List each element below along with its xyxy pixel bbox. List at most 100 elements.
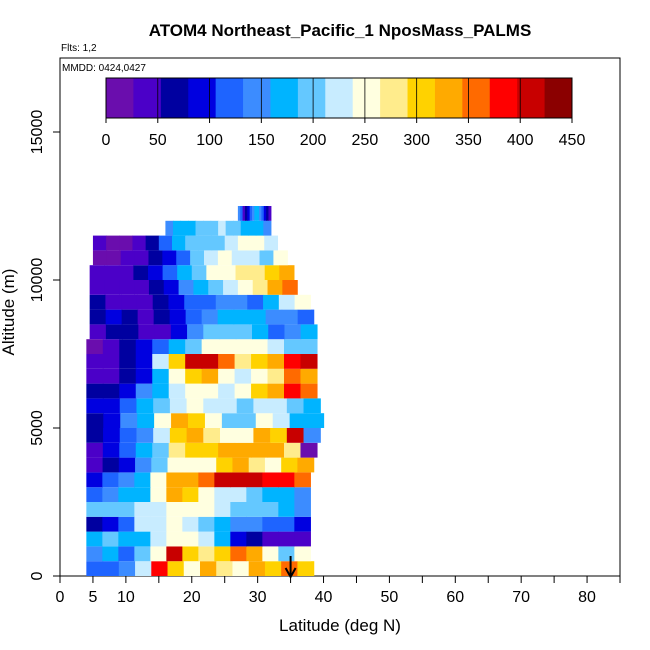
- heat-cell: [165, 220, 174, 236]
- heat-cell: [259, 206, 263, 221]
- heat-cell: [249, 309, 267, 325]
- heat-cell: [294, 472, 311, 488]
- heat-cell: [284, 339, 302, 354]
- heat-cell: [121, 294, 138, 310]
- heat-cell: [86, 354, 104, 369]
- heat-cell: [119, 235, 134, 251]
- heat-cell: [234, 339, 252, 354]
- heat-cell: [168, 339, 186, 354]
- heat-cell: [210, 220, 219, 236]
- heat-cell: [119, 368, 137, 384]
- heat-cell: [86, 531, 103, 547]
- heat-cell: [234, 383, 252, 399]
- heat-cell: [284, 383, 302, 399]
- heat-cell: [251, 339, 269, 354]
- heat-cell: [86, 442, 104, 458]
- heat-cell: [178, 280, 195, 295]
- heat-cell: [134, 280, 150, 295]
- heat-cell: [119, 383, 137, 399]
- heat-cell: [245, 250, 261, 266]
- heat-cell: [216, 561, 234, 576]
- heat-cell: [289, 413, 308, 428]
- heat-cell: [133, 265, 149, 280]
- heat-cell: [168, 383, 186, 399]
- heat-cell: [249, 206, 253, 221]
- heat-cell: [102, 531, 119, 547]
- heat-cell: [262, 502, 279, 517]
- heatmap-layers: [86, 206, 325, 576]
- heat-cell: [282, 280, 298, 295]
- heat-cell: [267, 280, 283, 295]
- heat-cell: [246, 546, 263, 562]
- heat-cell: [270, 398, 288, 414]
- heat-cell: [148, 265, 164, 280]
- heat-cell: [203, 324, 221, 340]
- y-tick-label: 15000: [29, 110, 46, 155]
- heat-cell: [231, 294, 248, 310]
- heat-cell: [224, 235, 239, 251]
- heat-cell: [300, 368, 318, 384]
- heat-cell: [185, 309, 203, 325]
- heat-cell: [168, 294, 185, 310]
- heat-cell: [167, 457, 185, 473]
- heat-cell: [183, 561, 201, 576]
- colorbar-segment: [160, 78, 189, 118]
- heat-cell: [106, 235, 120, 251]
- heat-cell: [89, 280, 106, 295]
- heat-cell: [300, 383, 318, 399]
- heat-cell: [89, 265, 105, 280]
- heat-cell: [247, 294, 264, 310]
- heat-cell: [231, 250, 247, 266]
- heat-cell: [185, 339, 203, 354]
- colorbar: 0 50 100 150 200 250 300 350 400 450: [102, 77, 585, 149]
- heat-cell: [211, 235, 226, 251]
- heat-cell: [89, 294, 107, 310]
- heat-cell: [167, 561, 185, 576]
- heat-cell: [219, 324, 237, 340]
- heat-cell: [253, 398, 271, 414]
- heat-cell: [303, 398, 321, 414]
- heat-cell: [214, 502, 231, 517]
- heat-cell: [135, 368, 153, 384]
- heat-cell: [238, 413, 257, 428]
- heat-cell: [119, 428, 138, 443]
- heat-cell: [172, 235, 186, 251]
- heat-cell: [240, 206, 244, 221]
- heat-cell: [237, 206, 241, 221]
- heat-cell: [203, 428, 221, 443]
- heat-cell: [237, 235, 252, 251]
- heat-cell: [252, 324, 269, 340]
- y-axis: 0 5000 10000 15000: [29, 110, 60, 580]
- heat-cell: [236, 398, 255, 414]
- heat-cell: [198, 472, 215, 488]
- heat-cell: [217, 250, 233, 266]
- heat-cell: [134, 546, 151, 562]
- heat-cell: [137, 413, 155, 428]
- heat-cell: [262, 487, 279, 502]
- colorbar-segment: [434, 78, 463, 118]
- heat-cell: [118, 487, 135, 502]
- heat-cell: [150, 546, 167, 562]
- heat-cell: [286, 428, 305, 443]
- heat-cell: [162, 250, 177, 266]
- heat-cell: [148, 250, 163, 266]
- heat-cell: [214, 546, 231, 562]
- heat-cell: [234, 368, 252, 384]
- heat-cell: [203, 220, 212, 236]
- heat-cell: [102, 339, 120, 354]
- heat-cell: [251, 442, 269, 458]
- heat-cell: [278, 546, 295, 562]
- heat-cell: [102, 487, 119, 502]
- heat-cell: [122, 324, 139, 340]
- heat-cell: [152, 383, 170, 399]
- heat-cell: [294, 531, 311, 547]
- heat-cell: [118, 561, 136, 576]
- colorbar-tick-label: 350: [455, 132, 482, 149]
- heat-cell: [264, 457, 282, 473]
- heat-cell: [265, 309, 283, 325]
- heat-cell: [120, 250, 136, 266]
- heat-cell: [252, 206, 255, 221]
- heat-cell: [284, 368, 302, 384]
- heat-cell: [294, 294, 311, 310]
